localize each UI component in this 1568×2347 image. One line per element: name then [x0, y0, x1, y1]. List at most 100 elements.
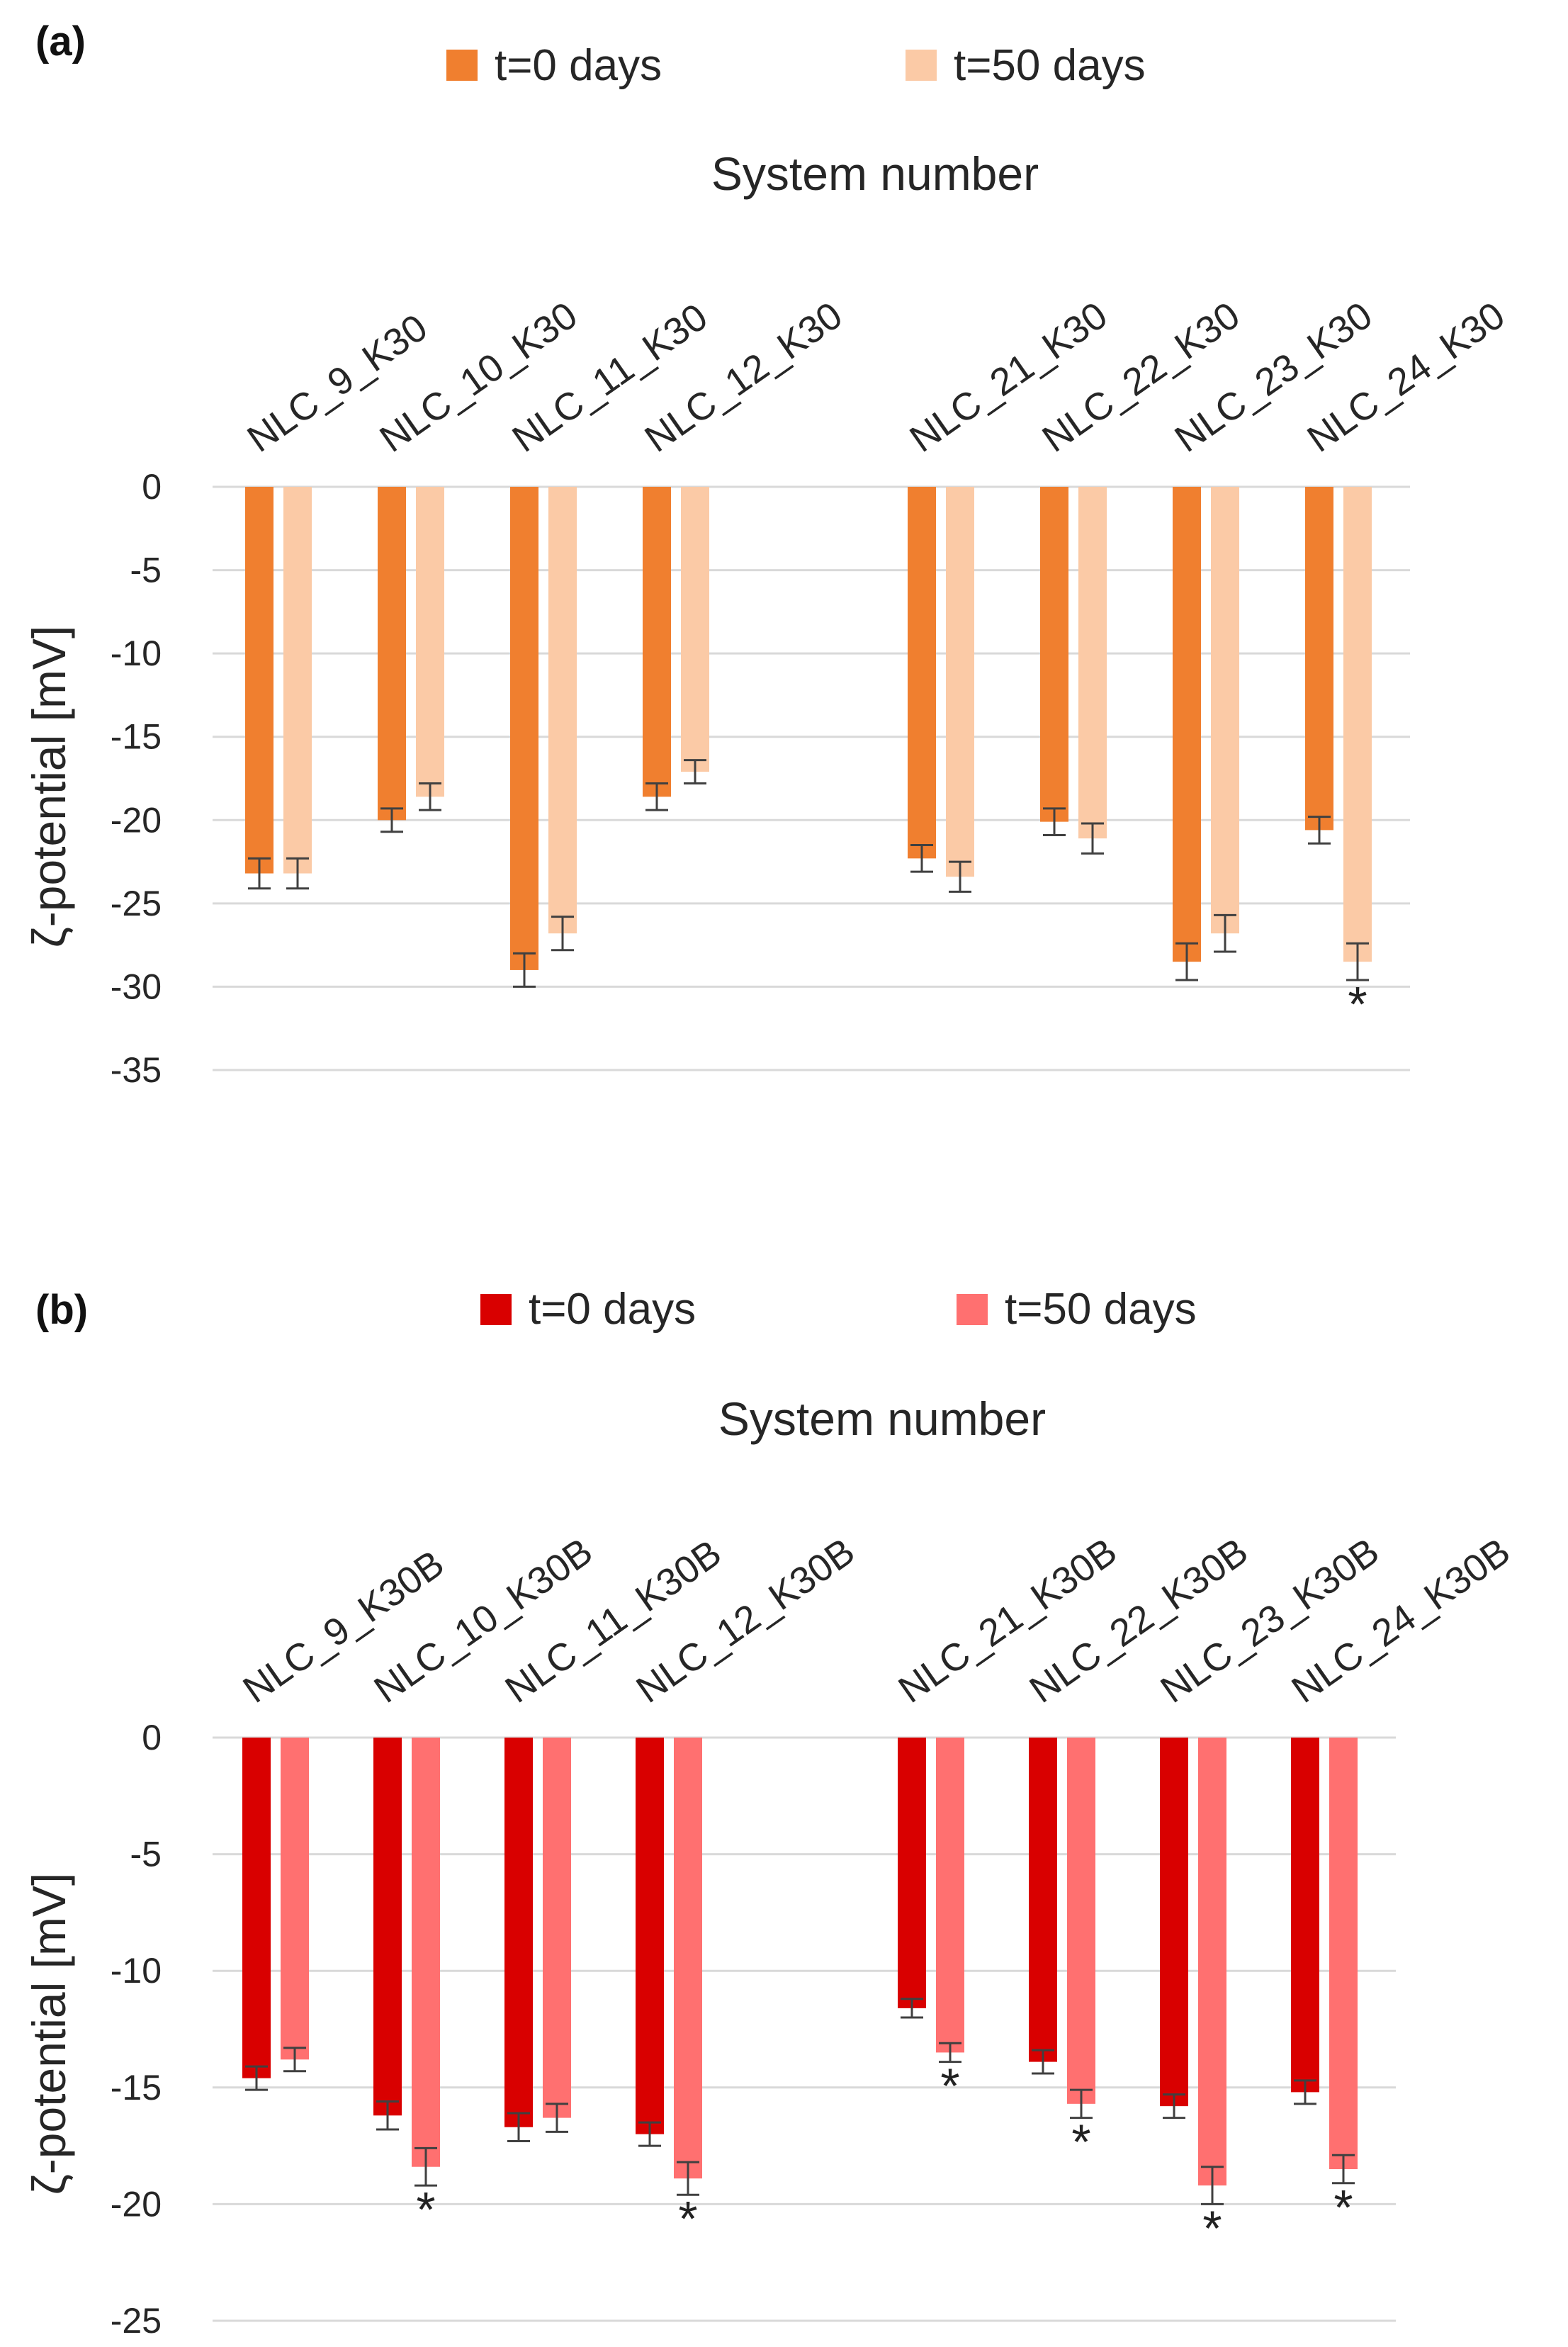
y-tick-label-b-5: -25	[111, 2301, 162, 2341]
bar-a-7-1	[1343, 487, 1372, 962]
significance-marks-a: *	[1348, 976, 1367, 1032]
error-bar-b-3-0	[638, 2121, 661, 2147]
bar-a-2-0	[510, 487, 538, 970]
error-bar-b-5-0	[1032, 2049, 1054, 2075]
error-bar-a-5-1	[1081, 822, 1104, 855]
bar-b-2-1	[543, 1738, 571, 2118]
error-bar-b-0-0	[245, 2065, 268, 2091]
panel-label-b: (b)	[35, 1287, 88, 1333]
error-bar-b-7-0	[1294, 2079, 1316, 2105]
bar-b-4-1	[936, 1738, 964, 2053]
error-bar-a-6-1	[1214, 913, 1236, 953]
error-bar-a-7-0	[1308, 816, 1331, 845]
category-label-b-3: NLC_12_K30B	[628, 1530, 862, 1711]
legend-label-b-1: t=50 days	[1005, 1285, 1197, 1334]
significance-star-b-5: *	[1333, 2180, 1353, 2235]
category-label-b-7: NLC_24_K30B	[1284, 1530, 1518, 1711]
bar-a-5-0	[1040, 487, 1068, 822]
y-tick-label-b-3: -15	[111, 2068, 162, 2107]
bar-b-0-0	[242, 1738, 271, 2078]
bars-a	[245, 487, 1372, 970]
bar-b-0-1	[281, 1738, 309, 2060]
bar-a-1-0	[378, 487, 406, 821]
y-tick-label-b-2: -10	[111, 1951, 162, 1991]
significance-star-b-4: *	[1202, 2200, 1222, 2256]
bar-b-5-0	[1029, 1738, 1057, 2062]
bar-a-4-1	[946, 487, 974, 877]
error-bar-b-1-1	[414, 2146, 437, 2187]
error-bar-b-3-1	[677, 2161, 699, 2196]
category-label-b-1: NLC_10_K30B	[366, 1530, 600, 1711]
error-bar-a-3-1	[684, 759, 706, 785]
legend-label-a-0: t=0 days	[495, 41, 662, 90]
significance-star-b-1: *	[678, 2191, 697, 2246]
y-tick-label-a-0: 0	[142, 467, 162, 507]
error-bar-a-4-1	[949, 860, 971, 893]
category-labels-b: NLC_9_K30BNLC_10_K30BNLC_11_K30BNLC_12_K…	[235, 1530, 1518, 1711]
error-bar-a-3-0	[645, 782, 668, 811]
bar-b-5-1	[1067, 1738, 1095, 2104]
y-axis-title-a: ζ-potential [mV]	[23, 626, 75, 948]
panel-label-a: (a)	[35, 18, 86, 64]
bar-a-3-0	[643, 487, 671, 797]
bar-b-7-0	[1291, 1738, 1319, 2093]
legend-swatch-a-0	[446, 50, 478, 81]
gridlines-a	[213, 485, 1410, 1071]
bar-b-7-1	[1329, 1738, 1358, 2170]
bar-a-1-1	[416, 487, 444, 797]
y-tick-label-a-6: -30	[111, 967, 162, 1006]
bar-b-6-1	[1198, 1738, 1226, 2186]
legend-b: t=0 days t=50 days	[480, 1285, 1197, 1334]
significance-star-b-2: *	[940, 2059, 959, 2114]
y-ticks-a: 0 -5 -10 -15 -20 -25 -30 -35	[111, 467, 162, 1090]
legend-swatch-b-0	[480, 1294, 512, 1325]
error-bar-b-6-1	[1201, 2166, 1224, 2205]
error-bar-a-0-0	[248, 857, 271, 890]
category-label-b-4: NLC_21_K30B	[891, 1530, 1124, 1711]
bar-a-6-1	[1211, 487, 1239, 934]
category-label-b-2: NLC_11_K30B	[497, 1531, 728, 1711]
x-axis-title-a: System number	[711, 147, 1039, 200]
bar-a-5-1	[1078, 487, 1107, 839]
error-bar-b-4-1	[939, 2042, 961, 2064]
y-tick-label-a-3: -15	[111, 717, 162, 757]
significance-star-a-0: *	[1348, 976, 1367, 1032]
bar-b-3-0	[636, 1738, 664, 2134]
error-bar-b-7-1	[1332, 2154, 1355, 2185]
significance-star-b-0: *	[416, 2182, 435, 2237]
y-tick-label-b-4: -20	[111, 2184, 162, 2224]
error-bar-a-5-0	[1043, 807, 1066, 836]
bar-b-3-1	[674, 1738, 702, 2179]
legend-label-b-0: t=0 days	[529, 1285, 696, 1334]
error-bar-b-2-1	[546, 2103, 568, 2133]
significance-marks-b: * * * * * *	[416, 2059, 1353, 2256]
error-bars-b	[245, 1998, 1355, 2205]
error-bar-a-0-1	[286, 857, 309, 890]
legend-label-a-1: t=50 days	[954, 41, 1146, 90]
y-tick-label-a-4: -20	[111, 800, 162, 840]
y-tick-label-a-2: -10	[111, 634, 162, 673]
error-bar-b-6-0	[1163, 2093, 1185, 2120]
bar-b-6-0	[1160, 1738, 1188, 2107]
y-tick-label-a-5: -25	[111, 884, 162, 923]
error-bar-a-1-1	[419, 782, 441, 811]
y-tick-label-a-1: -5	[130, 551, 162, 590]
error-bar-a-4-0	[910, 844, 933, 873]
bar-a-0-1	[283, 487, 312, 874]
bar-a-4-0	[908, 487, 936, 859]
y-tick-label-b-1: -5	[130, 1835, 162, 1874]
bar-a-6-0	[1173, 487, 1201, 962]
error-bar-a-1-0	[380, 807, 403, 833]
bar-a-0-0	[245, 487, 273, 874]
error-bar-b-2-0	[507, 2112, 530, 2143]
category-label-b-5: NLC_22_K30B	[1022, 1530, 1256, 1711]
bar-b-2-0	[504, 1738, 533, 2127]
y-axis-title-b: ζ-potential [mV]	[23, 1873, 75, 2195]
legend-a: t=0 days t=50 days	[446, 41, 1146, 90]
y-tick-label-a-7: -35	[111, 1050, 162, 1090]
error-bar-a-2-0	[513, 952, 536, 988]
y-ticks-b: 0 -5 -10 -15 -20 -25	[111, 1718, 162, 2341]
category-label-b-6: NLC_23_K30B	[1153, 1530, 1387, 1711]
